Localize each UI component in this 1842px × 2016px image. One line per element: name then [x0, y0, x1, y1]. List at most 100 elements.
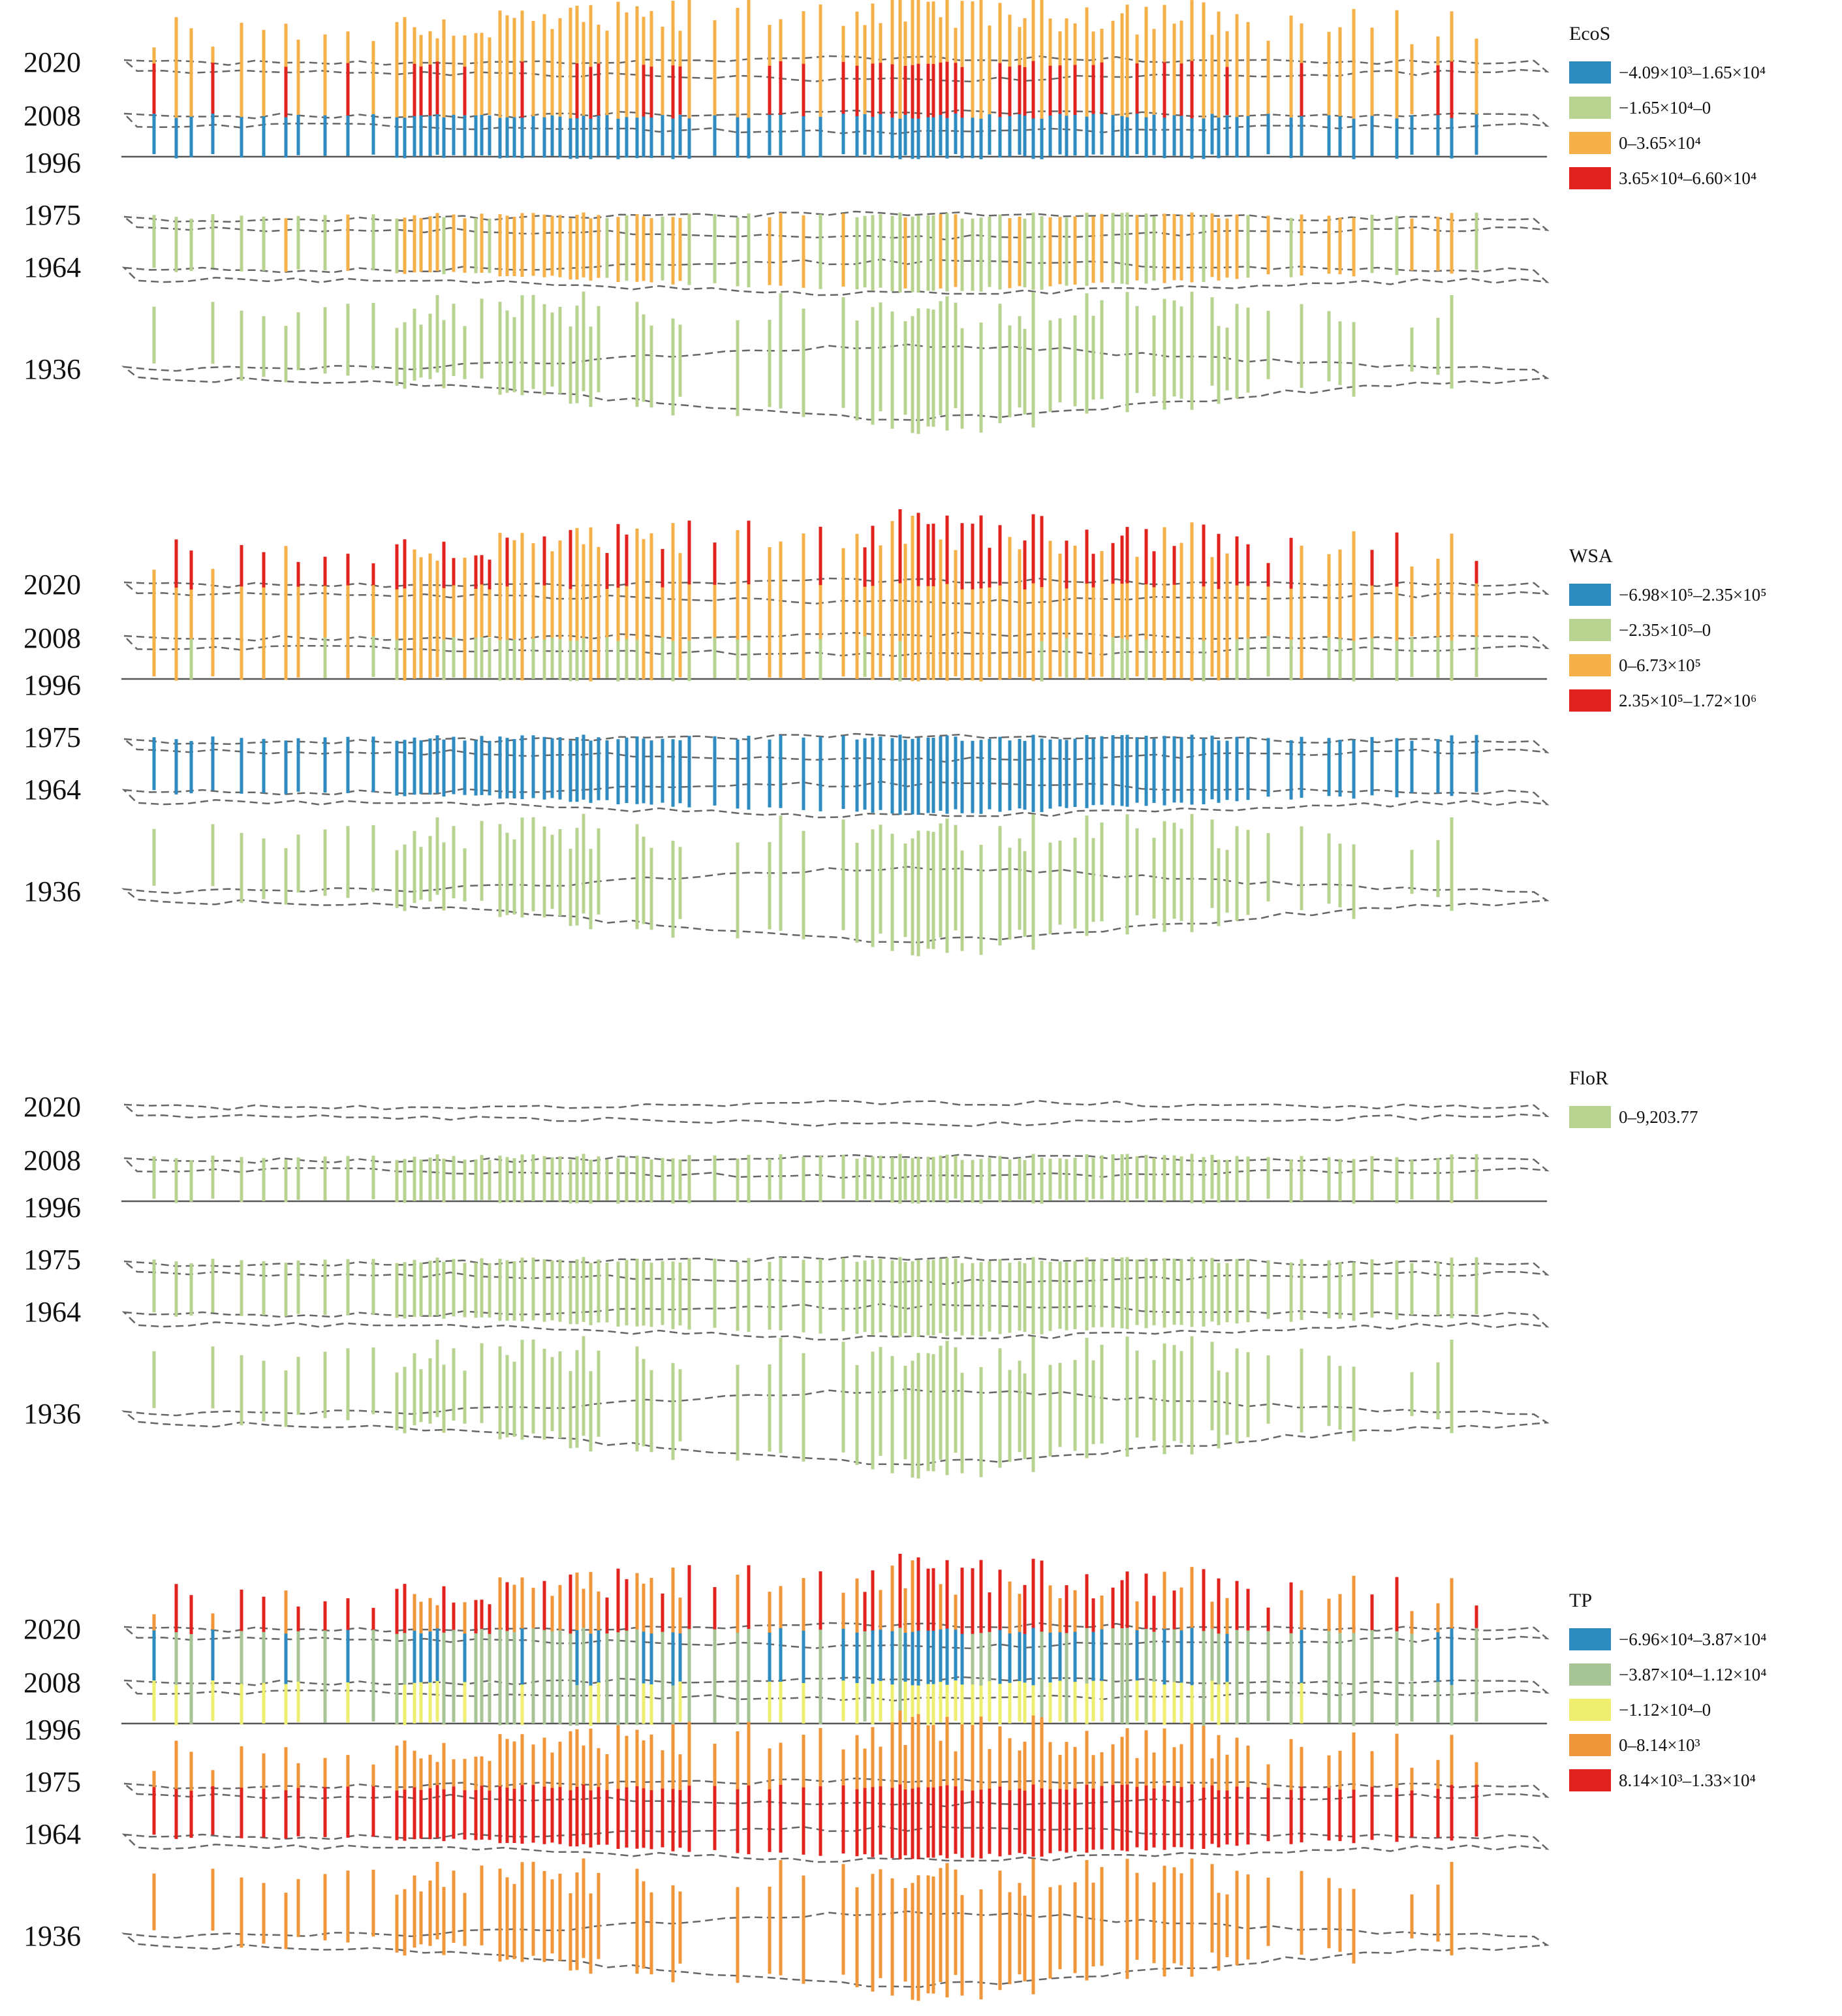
year-label-1964: 1964 — [23, 774, 81, 806]
plane-outline-2008 — [121, 1154, 1550, 1180]
legend-entry: 0–6.73×10⁵ — [1569, 648, 1830, 683]
bars-wsa — [152, 509, 1478, 956]
legend-swatch — [1569, 1769, 1611, 1791]
year-label-1975: 1975 — [23, 1244, 81, 1276]
legend-label: 3.65×10⁴–6.60×10⁴ — [1619, 168, 1757, 188]
plane-outline-2008 — [121, 631, 1550, 657]
year-label-1964: 1964 — [23, 1296, 81, 1328]
year-label-1996: 1996 — [23, 669, 81, 701]
legend-label: 0–8.14×10³ — [1619, 1735, 1700, 1755]
plane-outline-1975 — [121, 732, 1550, 763]
plane-outline-1936 — [121, 866, 1550, 943]
legend-swatch — [1569, 132, 1611, 154]
legend-swatch — [1569, 167, 1611, 189]
plane-outline-1936 — [121, 1910, 1550, 1988]
year-label-1996: 1996 — [23, 147, 81, 179]
legend-label: −2.35×10⁵–0 — [1619, 620, 1711, 640]
year-label-1936: 1936 — [23, 1920, 81, 1952]
legend-entry: −3.87×10⁴–1.12×10⁴ — [1569, 1657, 1830, 1692]
legend-label: −6.98×10⁵–2.35×10⁵ — [1619, 584, 1767, 605]
plane-outline-2020 — [121, 1622, 1550, 1650]
plane-outline-1964 — [121, 1302, 1550, 1341]
year-label-2008: 2008 — [23, 1144, 81, 1176]
legend-entry: 0–3.65×10⁴ — [1569, 125, 1830, 161]
legend-swatch — [1569, 1106, 1611, 1128]
legend-label: 0–9,203.77 — [1619, 1107, 1698, 1127]
legend-tp: TP −6.96×10⁴–3.87×10⁴ −3.87×10⁴–1.12×10⁴ −1… — [1569, 1586, 1830, 1798]
year-label-1964: 1964 — [23, 1818, 81, 1850]
legend-entry: 2.35×10⁵–1.72×10⁶ — [1569, 683, 1830, 718]
legend-swatch — [1569, 97, 1611, 119]
legend-label: −6.96×10⁴–3.87×10⁴ — [1619, 1629, 1767, 1649]
legend-title: TP — [1569, 1590, 1593, 1611]
legend-entry: −4.09×10³–1.65×10⁴ — [1569, 55, 1830, 90]
legend-swatch — [1569, 1663, 1611, 1686]
panel-tp: 2020 2008 1996 1975 1964 1936 — [23, 1554, 1550, 2001]
legend-label: −4.09×10³–1.65×10⁴ — [1619, 62, 1766, 82]
year-label-2020: 2020 — [23, 1091, 81, 1123]
legend-ecos: EcoS −4.09×10³–1.65×10⁴ −1.65×10⁴–0 0–3.65×… — [1569, 20, 1830, 196]
legend-wsa: WSA −6.98×10⁵–2.35×10⁵ −2.35×10⁵–0 0–6.73×1… — [1569, 542, 1830, 718]
legend-title: FloR — [1569, 1067, 1609, 1089]
plane-outline-1975 — [121, 1777, 1550, 1808]
year-label-1936: 1936 — [23, 353, 81, 385]
panel-flor: 2020 2008 1996 1975 1964 1936 — [23, 1091, 1550, 1479]
year-label-1996: 1996 — [23, 1191, 81, 1223]
year-label-1975: 1975 — [23, 1766, 81, 1798]
legend-swatch — [1569, 1699, 1611, 1721]
bars-ecos — [152, 0, 1478, 434]
legend-entry: 8.14×10³–1.33×10⁴ — [1569, 1763, 1830, 1798]
year-label-1964: 1964 — [23, 251, 81, 283]
legend-entry: −1.65×10⁴–0 — [1569, 90, 1830, 125]
plane-outline-1964 — [121, 1825, 1550, 1863]
panel-ecos: 2020 2008 1996 1975 1964 1936 — [23, 0, 1550, 434]
legend-label: 0–6.73×10⁵ — [1619, 655, 1701, 675]
legend-swatch — [1569, 654, 1611, 676]
legend-label: 0–3.65×10⁴ — [1619, 133, 1701, 153]
legend-swatch — [1569, 1628, 1611, 1650]
legend-label: 2.35×10⁵–1.72×10⁶ — [1619, 690, 1757, 710]
plane-outline-2008 — [121, 109, 1550, 135]
year-label-1936: 1936 — [23, 1398, 81, 1430]
legend-entry: −6.98×10⁵–2.35×10⁵ — [1569, 577, 1830, 612]
legend-entry: −2.35×10⁵–0 — [1569, 612, 1830, 648]
year-label-2008: 2008 — [23, 1667, 81, 1699]
legend-swatch — [1569, 689, 1611, 712]
bars-tp — [152, 1554, 1478, 2001]
year-label-2008: 2008 — [23, 100, 81, 132]
legend-title: EcoS — [1569, 23, 1611, 44]
plane-outline-1975 — [121, 210, 1550, 241]
plane-outline-1975 — [121, 1255, 1550, 1285]
year-label-1975: 1975 — [23, 199, 81, 231]
year-label-2020: 2020 — [23, 46, 81, 78]
plane-outline-2020 — [121, 577, 1550, 605]
plane-outline-2008 — [121, 1676, 1550, 1702]
legend-title: WSA — [1569, 545, 1613, 567]
year-label-2020: 2020 — [23, 1613, 81, 1645]
year-label-2008: 2008 — [23, 622, 81, 654]
legend-entry: 0–9,203.77 — [1569, 1099, 1830, 1135]
bars-flor — [152, 1154, 1478, 1479]
plane-outline-1936 — [121, 1388, 1550, 1466]
plane-outline-1964 — [121, 258, 1550, 296]
year-label-1996: 1996 — [23, 1714, 81, 1746]
legend-label: 8.14×10³–1.33×10⁴ — [1619, 1770, 1756, 1790]
legend-entry: 0–8.14×10³ — [1569, 1727, 1830, 1763]
legend-flor: FloR 0–9,203.77 — [1569, 1064, 1830, 1135]
legend-label: −1.12×10⁴–0 — [1619, 1699, 1711, 1720]
panel-wsa: 2020 2008 1996 1975 1964 1936 — [23, 509, 1550, 956]
year-label-1936: 1936 — [23, 875, 81, 907]
legend-swatch — [1569, 619, 1611, 641]
legend-entry: 3.65×10⁴–6.60×10⁴ — [1569, 161, 1830, 196]
legend-entry: −6.96×10⁴–3.87×10⁴ — [1569, 1622, 1830, 1657]
plane-outline-1964 — [121, 780, 1550, 819]
legend-entry: −1.12×10⁴–0 — [1569, 1692, 1830, 1727]
legend-label: −1.65×10⁴–0 — [1619, 97, 1711, 118]
plane-outline-2020 — [121, 55, 1550, 83]
legend-swatch — [1569, 584, 1611, 606]
legend-swatch — [1569, 1734, 1611, 1756]
year-label-1975: 1975 — [23, 721, 81, 753]
legend-swatch — [1569, 61, 1611, 84]
plane-outline-1936 — [121, 343, 1550, 421]
